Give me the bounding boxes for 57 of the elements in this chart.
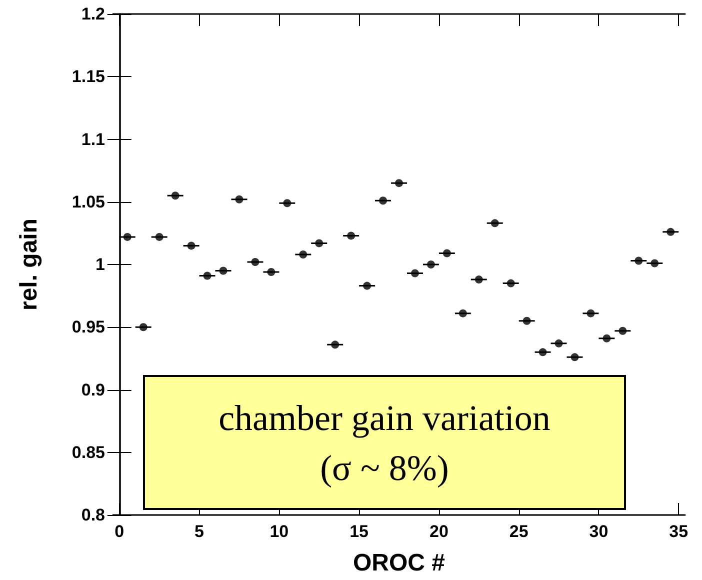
point <box>171 192 180 200</box>
point <box>187 242 196 250</box>
point <box>650 259 659 268</box>
point <box>458 309 467 318</box>
point <box>474 276 483 284</box>
point <box>570 353 579 362</box>
x-tick-label: 20 <box>429 522 448 541</box>
x-tick-label: 10 <box>270 522 289 541</box>
y-tick-label: 1.2 <box>81 4 105 24</box>
x-tick-label: 30 <box>589 522 608 541</box>
x-axis-title: OROC # <box>352 550 446 576</box>
x-tick-label: 0 <box>114 522 124 541</box>
y-tick-label: 0.8 <box>81 506 105 524</box>
y-tick-label: 1.1 <box>81 130 105 149</box>
y-tick-label: 1.05 <box>72 192 105 212</box>
point <box>586 309 595 318</box>
x-tick-label: 25 <box>509 522 528 541</box>
point <box>634 256 643 265</box>
point <box>283 199 292 208</box>
point <box>123 232 132 241</box>
point <box>251 258 260 266</box>
point <box>395 179 403 188</box>
point <box>442 249 451 258</box>
y-tick-label: 1.15 <box>72 67 105 86</box>
point <box>219 266 228 275</box>
point <box>618 326 627 335</box>
x-tick-label: 35 <box>669 522 688 541</box>
point <box>554 339 563 348</box>
point <box>506 279 515 288</box>
point <box>363 282 372 290</box>
y-tick-label: 1 <box>96 255 105 274</box>
y-tick-label: 0.9 <box>81 380 105 400</box>
point <box>139 323 148 332</box>
point <box>331 340 340 349</box>
point <box>426 260 435 268</box>
y-tick-label: 0.95 <box>72 318 105 337</box>
point <box>666 228 675 236</box>
point <box>235 195 244 204</box>
point <box>522 316 531 325</box>
point <box>299 250 308 258</box>
point <box>379 196 388 205</box>
point <box>203 272 212 280</box>
x-tick-label: 15 <box>350 522 369 541</box>
point <box>347 232 356 240</box>
point <box>315 239 324 248</box>
point <box>490 219 499 228</box>
note-box: chamber gain variation (σ ~ 8%) <box>143 375 626 510</box>
y-axis-title: rel. gain <box>16 218 42 311</box>
point <box>538 348 547 356</box>
annotation: (σ ~ 8%) <box>320 446 449 490</box>
annotation: chamber gain variation <box>218 396 550 440</box>
point <box>410 269 419 278</box>
point <box>602 334 611 342</box>
point <box>155 232 164 241</box>
x-tick-label: 5 <box>194 522 204 541</box>
point <box>267 268 276 276</box>
y-tick-label: 0.85 <box>72 442 105 462</box>
